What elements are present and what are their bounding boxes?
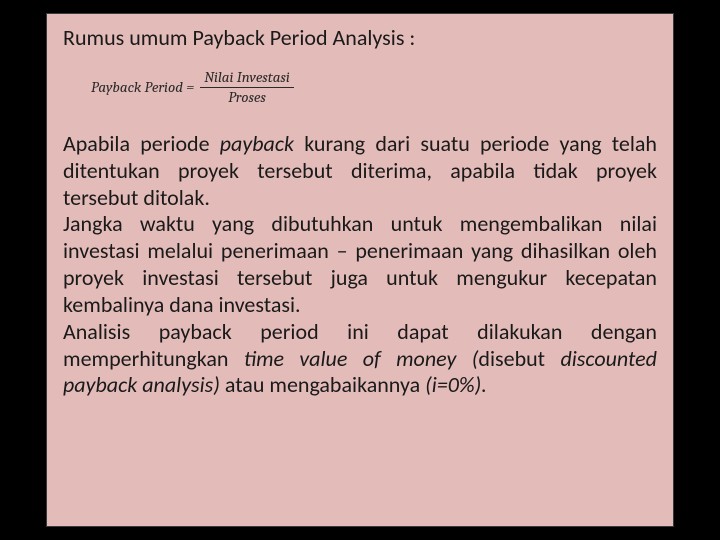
p3-part-e: atau mengabaikannya bbox=[220, 371, 425, 398]
p3-part-b: time value of money ( bbox=[244, 345, 479, 372]
paragraph-2: Jangka waktu yang dibutuhkan untuk menge… bbox=[63, 211, 657, 318]
formula-lhs: Payback Period = bbox=[91, 78, 194, 96]
body-text: Apabila periode payback kurang dari suat… bbox=[63, 131, 657, 399]
p1-part-a: Apabila periode bbox=[63, 130, 220, 157]
paragraph-3: Analisis payback period ini dapat dilaku… bbox=[63, 319, 657, 399]
formula-rhs: Nilai Investasi Proses bbox=[200, 69, 294, 105]
formula-numerator: Nilai Investasi bbox=[200, 69, 294, 87]
p3-part-c: disebut bbox=[478, 345, 560, 372]
formula-denominator: Proses bbox=[224, 88, 270, 106]
p3-part-f: (i=0%). bbox=[425, 371, 487, 398]
p1-part-b: payback bbox=[220, 130, 294, 157]
formula: Payback Period = Nilai Investasi Proses bbox=[91, 69, 657, 105]
slide-title: Rumus umum Payback Period Analysis : bbox=[63, 24, 657, 51]
paragraph-1: Apabila periode payback kurang dari suat… bbox=[63, 131, 657, 211]
slide-content-box: Rumus umum Payback Period Analysis : Pay… bbox=[46, 13, 674, 527]
